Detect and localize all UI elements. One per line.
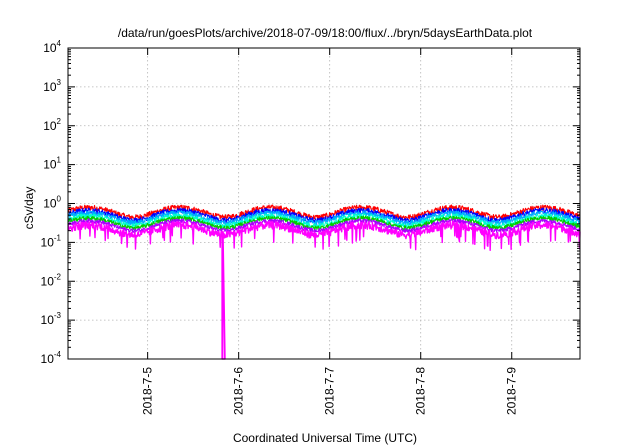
y-tick-label: 100 [43, 195, 61, 211]
grid-lines [68, 48, 580, 359]
y-tick-label: 102 [43, 117, 61, 133]
series-line [67, 210, 581, 226]
y-tick-label: 101 [43, 156, 61, 172]
x-axis-ticks: 2018-7-5 2018-7-6 2018-7-7 2018-7-8 2018-7-9 [141, 48, 519, 415]
y-tick-label: 10-1 [41, 233, 62, 249]
y-tick-label: 10-4 [41, 350, 62, 366]
x-tick-label: 2018-7-6 [232, 367, 246, 415]
series-line [67, 215, 581, 231]
y-tick-label: 103 [43, 78, 61, 94]
y-tick-label: 104 [43, 39, 61, 55]
series-line [67, 207, 581, 224]
x-tick-label: 2018-7-9 [505, 367, 519, 415]
series-line [67, 220, 581, 360]
data-series [67, 204, 581, 360]
x-tick-label: 2018-7-8 [414, 367, 428, 415]
x-tick-label: 2018-7-7 [323, 367, 337, 415]
x-tick-label: 2018-7-5 [141, 367, 155, 415]
x-axis-label: Coordinated Universal Time (UTC) [233, 431, 417, 445]
chart-title: /data/run/goesPlots/archive/2018-07-09/1… [118, 26, 533, 40]
y-axis-label: cSv/day [22, 187, 36, 230]
y-tick-label: 10-3 [41, 311, 62, 327]
series-line [67, 204, 581, 221]
y-tick-label: 10-2 [41, 272, 62, 288]
y-axis-ticks: 10-4 10-3 10-2 10-1 100 101 102 103 104 [41, 39, 580, 366]
